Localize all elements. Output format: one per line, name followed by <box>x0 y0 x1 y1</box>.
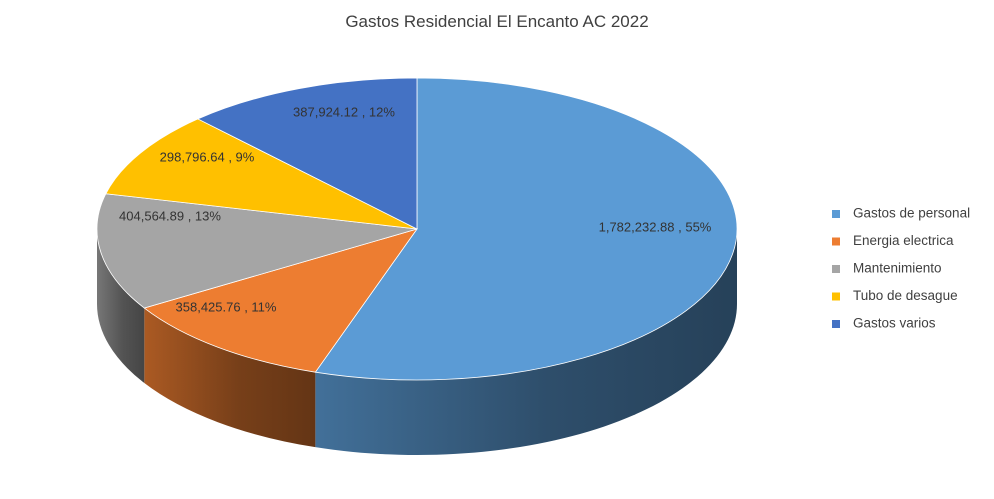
data-label-4: 298,796.64 , 9% <box>160 149 255 164</box>
pie-slice-2 <box>143 228 418 373</box>
legend-swatch-4 <box>832 292 840 301</box>
legend-label-5: Gastos varios <box>853 316 936 331</box>
legend-swatch-3 <box>832 265 840 273</box>
legend-label-4: Tubo de desague <box>853 288 958 303</box>
pie-side-2 <box>144 308 316 448</box>
legend-swatch-5 <box>832 320 840 328</box>
pie-slices <box>96 77 738 381</box>
pie-slice-3 <box>96 193 418 309</box>
pie-sides <box>97 229 738 456</box>
data-label-2: 358,425.76 , 11% <box>176 299 277 314</box>
legend-label-1: Gastos de personal <box>853 206 970 221</box>
legend-swatch-1 <box>832 210 840 218</box>
chart-title: Gastos Residencial El Encanto AC 2022 <box>345 12 648 31</box>
legend: Gastos de personal Energia electrica Mante… <box>832 206 970 331</box>
data-label-3: 404,564.89 , 13% <box>119 208 221 223</box>
pie-slice-1 <box>314 77 738 381</box>
pie-side-1 <box>315 229 738 456</box>
pie-slice-4 <box>105 118 418 230</box>
pie-slice-5 <box>196 77 418 230</box>
pie-side-3 <box>97 229 145 384</box>
legend-swatch-2 <box>832 237 840 246</box>
legend-label-2: Energia electrica <box>853 233 954 248</box>
data-label-5: 387,924.12 , 12% <box>293 104 395 119</box>
data-label-1: 1,782,232.88 , 55% <box>599 219 712 234</box>
data-labels: 1,782,232.88 , 55% 358,425.76 , 11% 404,56… <box>119 104 712 314</box>
legend-label-3: Mantenimiento <box>853 261 942 276</box>
